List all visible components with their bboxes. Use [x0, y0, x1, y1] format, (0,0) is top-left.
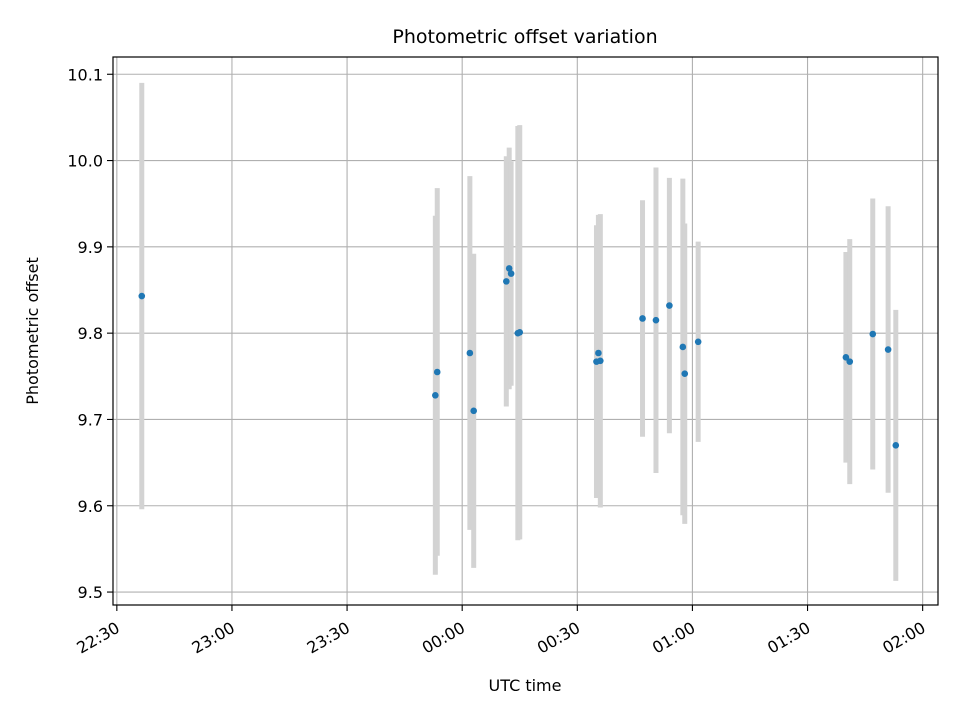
y-axis-label: Photometric offset: [23, 257, 42, 405]
data-point: [694, 338, 702, 346]
data-point: [652, 316, 660, 324]
y-tick-label: 9.5: [78, 583, 103, 602]
x-axis-label: UTC time: [489, 676, 562, 695]
y-tick-label: 9.9: [78, 238, 103, 257]
y-tick-label: 9.6: [78, 497, 103, 516]
y-tick-label: 9.7: [78, 410, 103, 429]
data-point: [892, 442, 900, 449]
data-point: [597, 357, 604, 365]
y-tick-label: 10.1: [67, 65, 103, 84]
data-point: [842, 354, 850, 361]
data-point: [516, 328, 524, 336]
data-point: [470, 407, 477, 415]
data-point: [432, 391, 439, 399]
data-point: [846, 358, 854, 365]
plot-frame: [112, 56, 939, 606]
data-point: [503, 278, 510, 285]
y-tick-label: 9.8: [78, 324, 103, 343]
data-point: [679, 343, 687, 351]
data-point: [466, 349, 474, 357]
data-point: [681, 370, 689, 378]
data-point: [433, 368, 441, 376]
data-point: [639, 315, 646, 322]
data-point: [666, 302, 673, 309]
y-axis-ticks: 9.5 9.6 9.7 9.8 9.9 10.0 10.1: [67, 65, 113, 602]
y-tick-label: 10.0: [67, 152, 103, 171]
chart-title: Photometric offset variation: [392, 26, 657, 48]
data-point: [505, 265, 513, 272]
data-point: [869, 330, 877, 338]
data-point: [884, 346, 892, 353]
grid: [113, 57, 938, 605]
data-point: [595, 349, 602, 357]
data-points: [138, 265, 900, 449]
data-point: [507, 270, 515, 277]
data-point: [138, 292, 146, 300]
